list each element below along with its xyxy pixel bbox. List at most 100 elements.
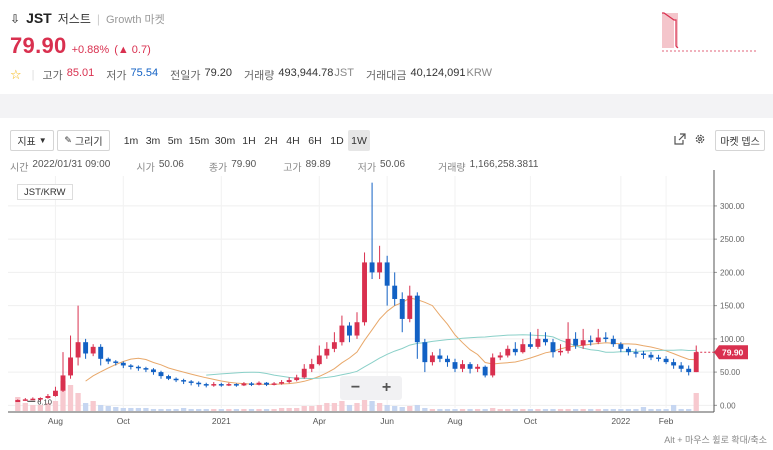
candle-body [143,368,149,370]
volume-bar [474,409,481,411]
price-chart[interactable]: 300.00 250.00 200.00 150.00 100.00 50.00 0.00 A… [0,170,773,432]
volume-bar [203,409,209,411]
volume-bar [143,408,149,411]
candle-body [90,346,96,354]
candle-body [309,364,315,369]
candle-body [543,338,548,343]
candle-body [339,325,345,343]
volume-bar [384,405,390,411]
candle-body [505,348,511,356]
caret-down-icon: ▼ [38,136,47,145]
volume-bar [527,409,534,411]
timeframe-30m[interactable]: 30m [214,134,236,147]
candle-body [324,348,330,356]
mini-chart-line [662,12,679,49]
candle-body [53,390,58,397]
volume-bar [452,409,458,411]
candle-body [151,369,156,373]
zoom-out-button[interactable]: − [350,379,361,396]
header-separator-band [0,94,773,118]
coin-title-row: ⇩ JST 저스트 | Growth 마켓 [10,10,165,27]
volume-bar [324,403,330,411]
candle-body [490,357,496,376]
volume-bar [67,385,74,411]
stat-label: 거래대금 [365,70,407,82]
candle-body [135,366,141,369]
candle-body [467,364,473,369]
high-label: 고가 [283,163,302,174]
indicator-label: 지표 [17,137,36,148]
candle-body [497,355,503,358]
x-tick-label: 2021 [212,416,231,426]
candle-body [399,298,405,319]
timeframe-2H[interactable]: 2H [264,134,278,147]
current-price-tag [714,345,748,360]
x-tick-label: Aug [48,416,63,426]
timeframe-1W[interactable]: 1W [348,130,370,151]
candle-body [120,362,126,366]
volume-bar [15,397,21,411]
volume-bar [361,399,368,411]
timeframe-5m[interactable]: 5m [167,134,183,147]
candle-body [15,400,21,403]
volume-bar [233,409,240,411]
candle-body [482,366,488,376]
candle-body [316,355,322,365]
candle-body [105,358,111,362]
volume-bar [422,408,428,411]
volume-bar [226,409,232,411]
open-label: 시가 [136,163,155,174]
volume-bar [180,408,187,411]
volume-bar [150,409,157,411]
candle-body [535,338,541,347]
candle-body [181,380,187,382]
candle-body [218,384,224,386]
timeframe-1H[interactable]: 1H [242,134,256,147]
candle-body [580,340,586,346]
candle-body [166,376,171,379]
gear-icon[interactable] [693,132,707,146]
timeframe-6H[interactable]: 6H [308,134,322,147]
candle-body [407,295,413,319]
volume-bar [241,409,247,411]
candle-body [429,355,435,363]
stat-2: 전일가 79.20 [170,67,232,83]
draw-tool-button[interactable]: ✎ 그리기 [57,130,110,151]
volume-bar [686,409,692,411]
timeframe-15m[interactable]: 15m [188,134,210,147]
candle-body [656,357,661,359]
volume-bar [339,401,345,411]
timeframe-4H[interactable]: 4H [286,134,300,147]
coin-logo-icon: ⇩ [10,12,21,26]
volume-bar [128,408,134,411]
candle-body [203,384,209,386]
volume-bar [218,409,224,411]
popout-icon[interactable] [673,132,687,146]
volume-bar [278,408,285,411]
candle-body [565,338,571,351]
zoom-in-button[interactable]: + [381,379,392,396]
candle-body [256,382,262,385]
volume-bar [618,409,624,411]
candle-body [196,382,202,385]
indicator-dropdown-button[interactable]: 지표 ▼ [10,130,54,151]
volume-bar [407,406,413,411]
favorite-star-icon[interactable]: ☆ [10,67,22,82]
market-depth-button[interactable]: 마켓 뎁스 [715,130,765,151]
timeframe-3m[interactable]: 3m [145,134,161,147]
candle-body [558,350,563,353]
volume-bar [369,401,375,411]
timeframe-1m[interactable]: 1m [123,134,139,147]
timeframe-1D[interactable]: 1D [330,134,344,147]
volume-bar [331,403,338,411]
volume-bar [437,409,443,411]
volume-bar [565,409,571,411]
candle-body [60,375,66,391]
candle-body [294,377,300,381]
candle-body [633,352,639,354]
candle-body [641,353,646,355]
candle-body [188,381,194,383]
candle-body [452,362,458,369]
volume-bar [557,409,564,411]
candle-body [460,364,465,369]
